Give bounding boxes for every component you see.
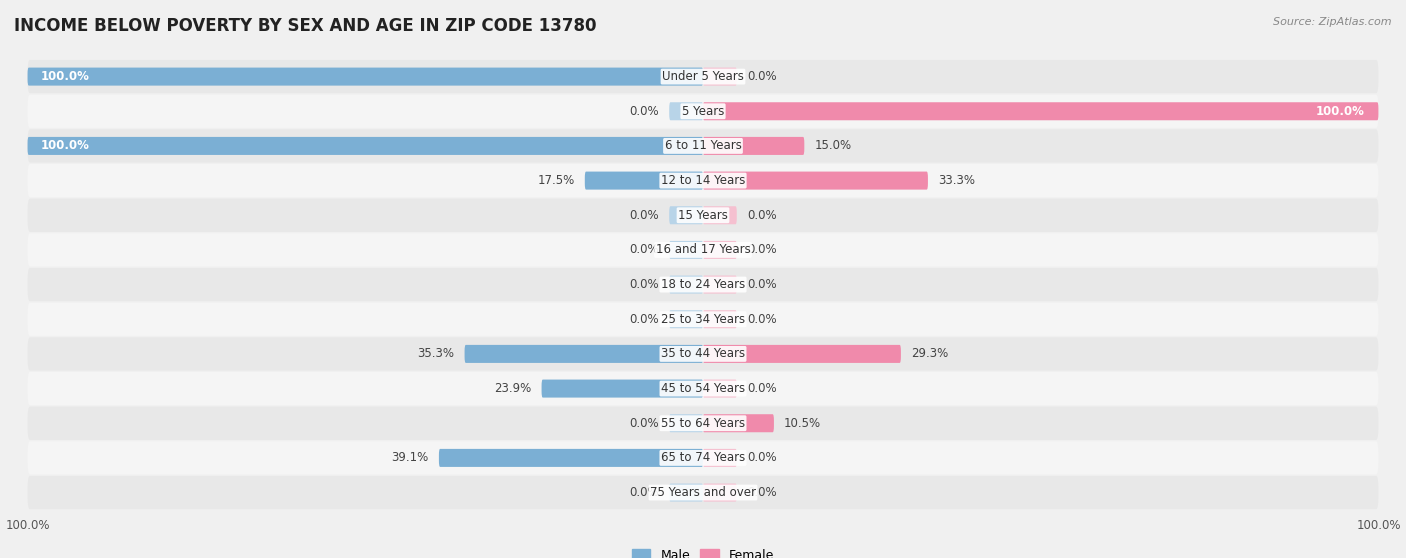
FancyBboxPatch shape: [669, 276, 703, 294]
FancyBboxPatch shape: [703, 449, 737, 467]
Text: Under 5 Years: Under 5 Years: [662, 70, 744, 83]
Text: 16 and 17 Years: 16 and 17 Years: [655, 243, 751, 257]
FancyBboxPatch shape: [28, 233, 1378, 267]
FancyBboxPatch shape: [28, 441, 1378, 474]
FancyBboxPatch shape: [28, 199, 1378, 232]
Text: 45 to 54 Years: 45 to 54 Years: [661, 382, 745, 395]
FancyBboxPatch shape: [28, 407, 1378, 440]
FancyBboxPatch shape: [669, 310, 703, 328]
Text: 18 to 24 Years: 18 to 24 Years: [661, 278, 745, 291]
FancyBboxPatch shape: [703, 379, 737, 398]
Text: 100.0%: 100.0%: [41, 70, 90, 83]
Text: 23.9%: 23.9%: [494, 382, 531, 395]
Text: 35 to 44 Years: 35 to 44 Years: [661, 348, 745, 360]
Text: 55 to 64 Years: 55 to 64 Years: [661, 417, 745, 430]
Text: Source: ZipAtlas.com: Source: ZipAtlas.com: [1274, 17, 1392, 27]
Text: 100.0%: 100.0%: [41, 140, 90, 152]
FancyBboxPatch shape: [28, 129, 1378, 162]
FancyBboxPatch shape: [703, 206, 737, 224]
Text: 0.0%: 0.0%: [747, 243, 776, 257]
FancyBboxPatch shape: [703, 276, 737, 294]
Text: 39.1%: 39.1%: [391, 451, 429, 464]
Text: 0.0%: 0.0%: [630, 278, 659, 291]
Text: 65 to 74 Years: 65 to 74 Years: [661, 451, 745, 464]
FancyBboxPatch shape: [28, 95, 1378, 128]
Text: 75 Years and over: 75 Years and over: [650, 486, 756, 499]
FancyBboxPatch shape: [703, 241, 737, 259]
FancyBboxPatch shape: [669, 241, 703, 259]
FancyBboxPatch shape: [28, 137, 703, 155]
FancyBboxPatch shape: [669, 102, 703, 121]
FancyBboxPatch shape: [28, 302, 1378, 336]
FancyBboxPatch shape: [703, 310, 737, 328]
FancyBboxPatch shape: [703, 484, 737, 502]
FancyBboxPatch shape: [541, 379, 703, 398]
Text: 15.0%: 15.0%: [814, 140, 852, 152]
Text: 35.3%: 35.3%: [418, 348, 454, 360]
FancyBboxPatch shape: [703, 102, 1378, 121]
Text: 0.0%: 0.0%: [747, 312, 776, 326]
Text: 29.3%: 29.3%: [911, 348, 948, 360]
Text: 100.0%: 100.0%: [1316, 105, 1365, 118]
Text: 0.0%: 0.0%: [747, 451, 776, 464]
FancyBboxPatch shape: [28, 372, 1378, 405]
Text: 0.0%: 0.0%: [747, 70, 776, 83]
FancyBboxPatch shape: [28, 60, 1378, 93]
Text: 0.0%: 0.0%: [747, 382, 776, 395]
Text: 0.0%: 0.0%: [747, 486, 776, 499]
FancyBboxPatch shape: [28, 268, 1378, 301]
Text: 0.0%: 0.0%: [630, 209, 659, 222]
FancyBboxPatch shape: [669, 206, 703, 224]
FancyBboxPatch shape: [669, 414, 703, 432]
Text: 17.5%: 17.5%: [537, 174, 575, 187]
FancyBboxPatch shape: [28, 476, 1378, 509]
FancyBboxPatch shape: [464, 345, 703, 363]
FancyBboxPatch shape: [703, 345, 901, 363]
Text: 15 Years: 15 Years: [678, 209, 728, 222]
Text: 33.3%: 33.3%: [938, 174, 974, 187]
Text: 0.0%: 0.0%: [630, 486, 659, 499]
Text: 0.0%: 0.0%: [630, 312, 659, 326]
Text: 6 to 11 Years: 6 to 11 Years: [665, 140, 741, 152]
FancyBboxPatch shape: [669, 484, 703, 502]
Text: 10.5%: 10.5%: [785, 417, 821, 430]
Legend: Male, Female: Male, Female: [627, 543, 779, 558]
FancyBboxPatch shape: [28, 164, 1378, 197]
Text: 12 to 14 Years: 12 to 14 Years: [661, 174, 745, 187]
FancyBboxPatch shape: [703, 68, 737, 85]
FancyBboxPatch shape: [703, 137, 804, 155]
FancyBboxPatch shape: [585, 171, 703, 190]
FancyBboxPatch shape: [439, 449, 703, 467]
FancyBboxPatch shape: [28, 68, 703, 85]
Text: 0.0%: 0.0%: [747, 209, 776, 222]
Text: 5 Years: 5 Years: [682, 105, 724, 118]
Text: 0.0%: 0.0%: [630, 105, 659, 118]
Text: INCOME BELOW POVERTY BY SEX AND AGE IN ZIP CODE 13780: INCOME BELOW POVERTY BY SEX AND AGE IN Z…: [14, 17, 596, 35]
FancyBboxPatch shape: [703, 171, 928, 190]
Text: 0.0%: 0.0%: [630, 243, 659, 257]
FancyBboxPatch shape: [28, 337, 1378, 371]
Text: 0.0%: 0.0%: [630, 417, 659, 430]
Text: 0.0%: 0.0%: [747, 278, 776, 291]
Text: 25 to 34 Years: 25 to 34 Years: [661, 312, 745, 326]
FancyBboxPatch shape: [703, 414, 773, 432]
